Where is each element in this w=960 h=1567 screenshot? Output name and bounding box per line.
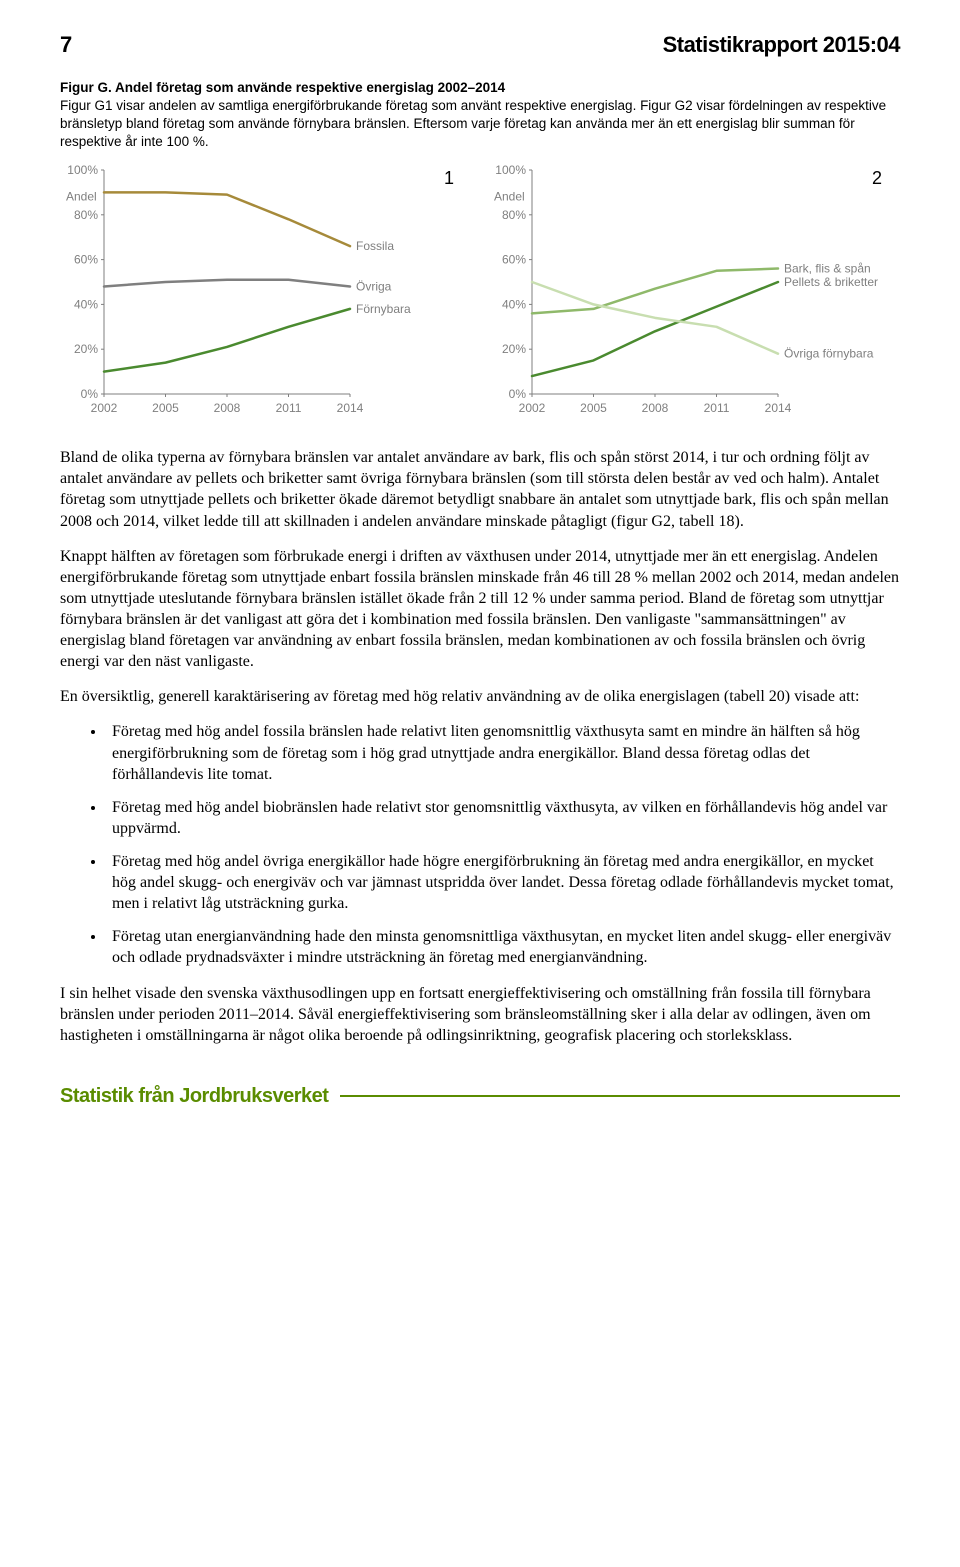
body-paragraph-3: En översiktlig, generell karaktärisering… — [60, 686, 900, 707]
chart-panel-label-2: 2 — [872, 166, 882, 191]
svg-text:Fossila: Fossila — [356, 239, 394, 253]
svg-text:2011: 2011 — [276, 401, 302, 415]
chart-g1: 1 0% 20% 40% 60% 80% 100% Andel 2002 2005 2008 201… — [60, 160, 472, 426]
figure-caption: Figur G. Andel företag som använde respe… — [60, 79, 900, 152]
page-footer: Statistik från Jordbruksverket — [60, 1082, 900, 1110]
svg-text:100%: 100% — [495, 163, 526, 177]
svg-text:Pellets & briketter: Pellets & briketter — [784, 275, 878, 289]
figure-label: Figur G. Andel företag som använde respe… — [60, 80, 505, 95]
svg-text:Bark, flis & spån: Bark, flis & spån — [784, 261, 871, 275]
body-paragraph-4: I sin helhet visade den svenska växthuso… — [60, 983, 900, 1046]
svg-text:100%: 100% — [67, 163, 98, 177]
body-bullet-2: Företag med hög andel biobränslen hade r… — [106, 797, 900, 839]
chart-g1-svg: 0% 20% 40% 60% 80% 100% Andel 2002 2005 2008 2011 2… — [60, 160, 470, 420]
svg-text:2014: 2014 — [765, 401, 792, 415]
svg-text:2002: 2002 — [91, 401, 118, 415]
chart-panel-label-1: 1 — [444, 166, 454, 191]
svg-text:0%: 0% — [509, 387, 527, 401]
svg-text:2005: 2005 — [580, 401, 607, 415]
page-number: 7 — [60, 30, 72, 61]
body-bullet-3: Företag med hög andel övriga energikällo… — [106, 851, 900, 914]
svg-text:2008: 2008 — [642, 401, 669, 415]
svg-text:Förnybara: Förnybara — [356, 302, 411, 316]
report-title: Statistikrapport 2015:04 — [663, 30, 900, 61]
svg-text:2014: 2014 — [337, 401, 364, 415]
svg-text:40%: 40% — [502, 297, 526, 311]
svg-text:0%: 0% — [81, 387, 99, 401]
footer-text: Statistik från Jordbruksverket — [60, 1082, 328, 1110]
body-paragraph-2: Knappt hälften av företagen som förbruka… — [60, 546, 900, 673]
svg-text:2005: 2005 — [152, 401, 179, 415]
svg-text:20%: 20% — [74, 342, 98, 356]
chart-g2-svg: 0% 20% 40% 60% 80% 100% Andel 2002 2005 2008 2011 2… — [488, 160, 898, 420]
body-paragraph-1: Bland de olika typerna av förnybara brän… — [60, 447, 900, 531]
svg-text:60%: 60% — [502, 252, 526, 266]
svg-text:40%: 40% — [74, 297, 98, 311]
svg-text:Andel: Andel — [494, 189, 525, 203]
body-bullet-4: Företag utan energianvändning hade den m… — [106, 926, 900, 968]
svg-text:2002: 2002 — [519, 401, 546, 415]
figure-caption-text: Figur G1 visar andelen av samtliga energ… — [60, 98, 886, 149]
svg-text:60%: 60% — [74, 252, 98, 266]
svg-text:Övriga förnybara: Övriga förnybara — [784, 346, 874, 360]
svg-text:2008: 2008 — [214, 401, 241, 415]
charts-row: 1 0%20%40%60%80%100%Andel200220052008201… — [60, 160, 900, 426]
page-header: 7 Statistikrapport 2015:04 — [60, 30, 900, 61]
svg-text:Andel: Andel — [66, 189, 97, 203]
body-bullet-list: Företag med hög andel fossila bränslen h… — [60, 721, 900, 968]
footer-line — [340, 1095, 900, 1097]
svg-text:20%: 20% — [502, 342, 526, 356]
svg-text:80%: 80% — [74, 207, 98, 221]
svg-text:Övriga: Övriga — [356, 279, 392, 293]
svg-text:2011: 2011 — [704, 401, 730, 415]
body-bullet-1: Företag med hög andel fossila bränslen h… — [106, 721, 900, 784]
chart-g2: 2 0% 20% 40% 60% 80% 100% Andel 2002 2005 2008 201… — [488, 160, 900, 426]
svg-text:80%: 80% — [502, 207, 526, 221]
